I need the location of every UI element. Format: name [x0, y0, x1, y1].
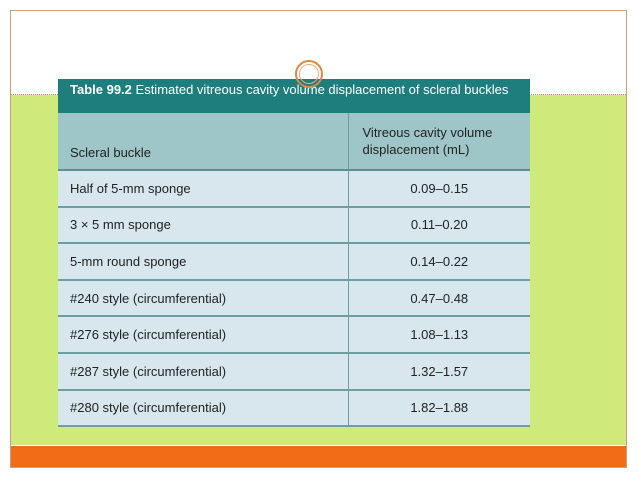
table-row: #280 style (circumferential) 1.82–1.88: [58, 389, 530, 428]
volume-cell: 1.08–1.13: [347, 316, 530, 354]
data-table: Table 99.2 Estimated vitreous cavity vol…: [58, 79, 530, 428]
volume-cell: 0.14–0.22: [347, 243, 530, 281]
volume-cell: 1.82–1.88: [347, 389, 530, 428]
volume-cell: 0.09–0.15: [347, 170, 530, 208]
table-caption-text: Estimated vitreous cavity volume displac…: [131, 82, 509, 97]
decorative-ring-inner-icon: [299, 64, 319, 84]
buckle-cell: Half of 5-mm sponge: [58, 170, 348, 208]
table-grid: Scleral buckle Vitreous cavity volume di…: [58, 113, 530, 428]
volume-cell: 1.32–1.57: [347, 352, 530, 391]
buckle-cell: #280 style (circumferential): [58, 389, 348, 428]
table-header-row: Scleral buckle Vitreous cavity volume di…: [58, 113, 530, 171]
header-volume-displacement: Vitreous cavity volume displacement (mL): [347, 113, 530, 171]
table-row: 5-mm round sponge 0.14–0.22: [58, 243, 530, 281]
table-row: 3 × 5 mm sponge 0.11–0.20: [58, 206, 530, 245]
table-caption: Table 99.2 Estimated vitreous cavity vol…: [58, 79, 530, 113]
table-row: #287 style (circumferential) 1.32–1.57: [58, 352, 530, 391]
header-scleral-buckle: Scleral buckle: [58, 113, 348, 171]
footer-bar: [11, 446, 626, 467]
buckle-cell: #287 style (circumferential): [58, 352, 348, 391]
volume-cell: 0.47–0.48: [347, 279, 530, 318]
buckle-cell: #240 style (circumferential): [58, 279, 348, 318]
table-row: Half of 5-mm sponge 0.09–0.15: [58, 170, 530, 208]
buckle-cell: #276 style (circumferential): [58, 316, 348, 354]
buckle-cell: 5-mm round sponge: [58, 243, 348, 281]
buckle-cell: 3 × 5 mm sponge: [58, 206, 348, 245]
decorative-ring-icon: [295, 60, 323, 88]
table-caption-label: Table 99.2: [70, 82, 132, 97]
table-row: #276 style (circumferential) 1.08–1.13: [58, 316, 530, 354]
volume-cell: 0.11–0.20: [347, 206, 530, 245]
table-row: #240 style (circumferential) 0.47–0.48: [58, 279, 530, 318]
